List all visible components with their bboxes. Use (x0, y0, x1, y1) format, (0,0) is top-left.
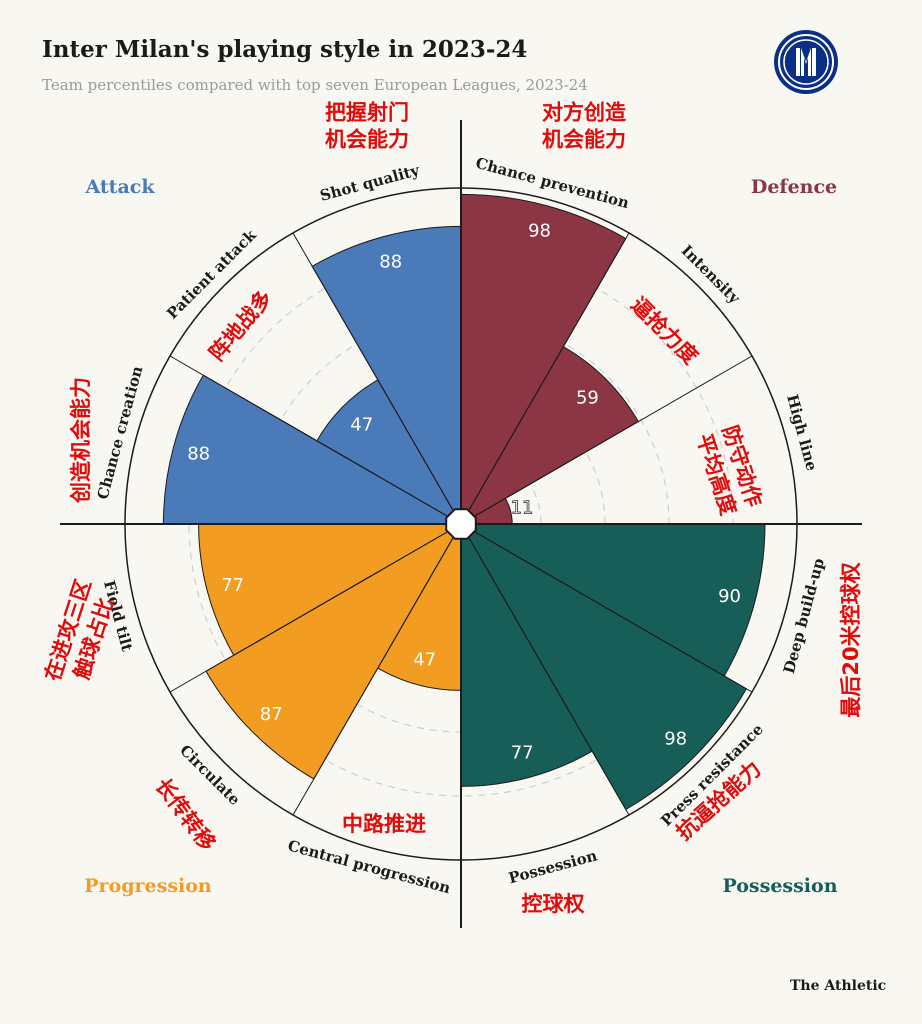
value-label: 98 (664, 729, 687, 750)
bar-possession (460, 522, 593, 787)
cn-label: 把握射门 (325, 101, 409, 125)
value-label: 47 (350, 415, 373, 436)
value-label: 87 (260, 704, 283, 725)
group-label-possession: Possession (722, 875, 837, 897)
metric-label: Possession (507, 846, 599, 887)
spoke-line (460, 232, 630, 525)
value-label: 77 (511, 742, 534, 763)
bar-patient-attack (316, 379, 463, 526)
inter-milan-crest-icon (774, 30, 838, 94)
metric-label: Central progression (286, 837, 453, 898)
cn-label: 控球权 (522, 892, 585, 916)
spoke-line (460, 523, 630, 816)
value-label: 90 (718, 586, 741, 607)
group-label-defence: Defence (751, 176, 837, 198)
bar-intensity (459, 345, 640, 526)
cn-label: 阵地战多 (205, 286, 277, 366)
cn-annotation: 控球权 (522, 892, 585, 916)
cn-annotation: 阵地战多 (205, 286, 277, 366)
value-label: 11 (511, 498, 534, 519)
spoke-line (460, 355, 753, 525)
cn-label: 最后20米控球权 (839, 562, 863, 717)
bar-chance-creation (162, 374, 463, 525)
cn-label: 中路推进 (342, 812, 426, 836)
value-label: 47 (413, 650, 436, 671)
page-title: Inter Milan's playing style in 2023-24 (42, 36, 528, 63)
group-label-attack: Attack (84, 176, 155, 198)
cn-annotation: 最后20米控球权 (839, 562, 863, 717)
metric-label: Deep build-up (780, 556, 828, 675)
bar-chance-prevention (460, 193, 627, 526)
bar-shot-quality (311, 225, 462, 526)
spoke-line (292, 523, 462, 816)
metric-label: Chance creation (94, 364, 147, 501)
bar-deep-build-up (459, 523, 766, 677)
value-label: 88 (379, 252, 402, 273)
cn-label: 逼抢力度 (626, 293, 702, 369)
cn-label: 机会能力 (325, 128, 409, 152)
source-credit: The Athletic (790, 978, 887, 994)
bar-central-progression (377, 522, 462, 691)
group-label-progression: Progression (84, 875, 212, 897)
bar-circulate (205, 522, 463, 780)
value-label: 77 (221, 575, 244, 596)
spoke-line (292, 232, 462, 525)
spoke-line (460, 523, 753, 693)
metric-label: Shot quality (318, 161, 422, 205)
cn-label: 创造机会能力 (69, 377, 93, 504)
value-label: 98 (528, 221, 551, 242)
spoke-line (169, 355, 462, 525)
cn-label: 机会能力 (542, 128, 626, 152)
cn-label: 对方创造 (542, 101, 627, 125)
bar-press-resistance (459, 522, 748, 811)
cn-annotation: 创造机会能力 (69, 377, 93, 504)
metric-label: High line (783, 392, 821, 472)
center-hub (445, 508, 477, 540)
metric-label: Intensity (678, 241, 745, 308)
page-subtitle: Team percentiles compared with top seven… (42, 76, 588, 94)
cn-annotation: 中路推进 (342, 812, 426, 836)
cn-annotation: 逼抢力度 (626, 293, 702, 369)
value-label: 88 (187, 444, 210, 465)
spoke-line (169, 523, 462, 693)
value-label: 59 (576, 388, 599, 409)
bar-field-tilt (198, 523, 463, 656)
